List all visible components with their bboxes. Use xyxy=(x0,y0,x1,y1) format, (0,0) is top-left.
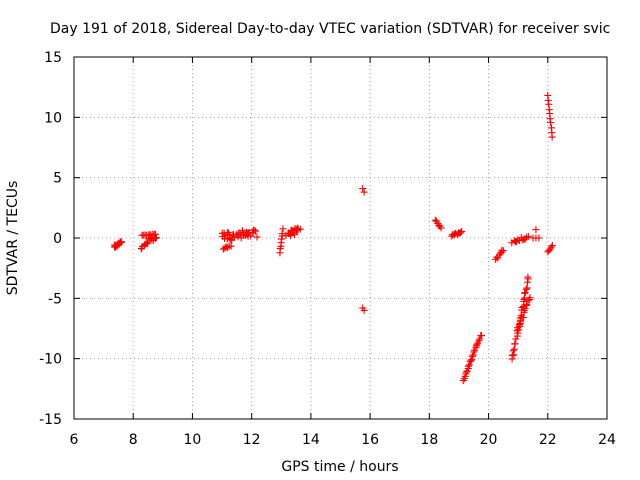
data-point xyxy=(469,351,477,359)
data-point xyxy=(535,234,543,242)
data-point xyxy=(458,227,466,235)
data-point xyxy=(148,235,156,243)
data-point xyxy=(278,230,286,238)
data-point xyxy=(450,231,458,239)
data-point xyxy=(526,294,534,302)
y-tick-label: 10 xyxy=(44,110,62,126)
data-point xyxy=(477,331,485,339)
data-point xyxy=(465,361,473,369)
data-point xyxy=(252,227,260,235)
x-tick-label: 22 xyxy=(539,432,557,448)
data-point xyxy=(519,313,527,321)
data-point xyxy=(532,226,540,234)
x-tick-label: 6 xyxy=(70,432,79,448)
data-point xyxy=(279,225,287,233)
y-tick-label: 5 xyxy=(53,171,62,187)
data-point xyxy=(464,362,472,370)
data-point xyxy=(250,226,258,234)
data-point xyxy=(494,254,502,262)
data-point xyxy=(473,341,481,349)
data-point xyxy=(468,356,476,364)
data-points xyxy=(110,91,556,385)
x-tick-label: 10 xyxy=(184,432,202,448)
data-point xyxy=(524,273,532,281)
x-axis-label: GPS time / hours xyxy=(281,459,398,475)
data-point xyxy=(521,289,529,297)
data-point xyxy=(545,100,553,108)
data-point xyxy=(238,227,246,235)
data-point xyxy=(222,243,230,251)
data-point xyxy=(151,230,159,238)
x-tick-label: 18 xyxy=(420,432,438,448)
data-point xyxy=(360,188,368,196)
data-point xyxy=(253,233,261,241)
y-axis-label: SDTVAR / TECUs xyxy=(5,181,21,296)
data-point xyxy=(547,243,555,251)
data-point xyxy=(523,300,531,308)
data-point xyxy=(116,239,124,247)
data-point xyxy=(359,185,367,193)
data-point xyxy=(475,337,483,345)
data-point xyxy=(296,225,304,233)
data-point xyxy=(476,335,484,343)
data-point xyxy=(227,242,235,250)
data-point xyxy=(516,318,524,326)
data-point xyxy=(144,240,152,248)
chart-title: Day 191 of 2018, Sidereal Day-to-day VTE… xyxy=(50,21,610,37)
y-tick-label: -5 xyxy=(48,291,62,307)
data-point xyxy=(548,133,556,141)
data-point xyxy=(513,238,521,246)
data-point xyxy=(291,231,299,239)
data-point xyxy=(468,352,476,360)
data-point xyxy=(521,305,529,313)
y-tick-label: -15 xyxy=(39,412,62,428)
x-tick-label: 24 xyxy=(598,432,616,448)
data-point xyxy=(508,351,516,359)
data-point xyxy=(512,335,520,343)
data-point xyxy=(117,239,125,247)
y-tick-label: -10 xyxy=(39,352,62,368)
data-point xyxy=(522,285,530,293)
data-point xyxy=(143,239,151,247)
grid xyxy=(74,57,607,419)
data-point xyxy=(521,289,529,297)
y-tick-label: 15 xyxy=(44,50,62,66)
data-point xyxy=(360,306,368,314)
y-tick-label: 0 xyxy=(53,231,62,247)
data-point xyxy=(467,357,475,365)
data-point xyxy=(437,224,445,232)
data-point xyxy=(457,229,465,237)
data-point xyxy=(499,247,507,255)
data-point xyxy=(470,348,478,356)
data-point xyxy=(548,242,556,250)
data-point xyxy=(547,118,555,126)
x-tick-label: 12 xyxy=(243,432,261,448)
data-point xyxy=(511,340,519,348)
data-point xyxy=(524,232,532,240)
x-tick-label: 14 xyxy=(302,432,320,448)
x-tick-label: 20 xyxy=(480,432,498,448)
axis-ticks: 6 8 10 12 14 16 18 20 22 24 -15 -10 -5 0 5 10 15 xyxy=(39,50,616,448)
x-tick-label: 8 xyxy=(129,432,138,448)
data-point xyxy=(515,237,523,245)
data-point xyxy=(509,347,517,355)
x-tick-label: 16 xyxy=(361,432,379,448)
data-point xyxy=(224,244,232,252)
